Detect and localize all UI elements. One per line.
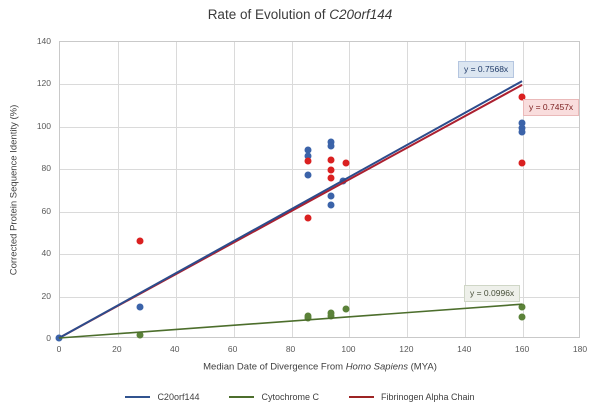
legend-item-label: Fibrinogen Alpha Chain (380, 392, 475, 402)
legend-line-swatch (229, 396, 255, 398)
data-point-cytochrome-c (327, 312, 335, 320)
chart-title-gene-name: C20orf144 (329, 7, 393, 22)
y-tick-label: 80 (41, 163, 51, 174)
data-point-fibrinogen-alpha-chain (304, 157, 312, 165)
legend: C20orf144 Cytochrome C Fibrinogen Alpha Ch… (0, 389, 600, 405)
trendline-equation-label: y = 0.7457x (523, 99, 580, 116)
x-tick-label: 20 (112, 344, 122, 354)
data-point-c20orf144 (327, 142, 335, 150)
x-tick-label: 80 (285, 344, 296, 354)
horizontal-gridline (60, 211, 579, 213)
horizontal-gridline (60, 169, 579, 171)
y-tick-label: 100 (36, 120, 51, 131)
vertical-gridline (233, 42, 235, 337)
y-tick-label: 140 (36, 36, 51, 46)
x-tick-label: 120 (399, 344, 414, 354)
data-point-c20orf144 (339, 177, 347, 185)
y-tick-label: 20 (41, 290, 51, 301)
x-tick-label: 0 (56, 344, 62, 354)
legend-line-swatch (125, 396, 151, 398)
horizontal-gridline (60, 84, 579, 86)
legend-item-label: Cytochrome C (261, 392, 319, 402)
y-tick-label: 0 (46, 333, 51, 343)
data-point-cytochrome-c (342, 305, 350, 313)
data-point-cytochrome-c (304, 314, 312, 322)
horizontal-gridline (60, 254, 579, 256)
vertical-gridline (117, 42, 119, 337)
data-point-c20orf144 (55, 334, 63, 342)
y-axis-title: Corrected Protein Sequence Identity (%) (8, 104, 20, 276)
data-point-cytochrome-c (518, 303, 526, 311)
data-point-fibrinogen-alpha-chain (136, 237, 144, 245)
trendline-equation-label: y = 0.7568x (458, 61, 515, 78)
data-point-c20orf144 (518, 128, 526, 136)
data-point-c20orf144 (327, 192, 335, 200)
data-point-c20orf144 (304, 171, 312, 179)
horizontal-gridline (60, 126, 579, 128)
x-tick-label: 180 (572, 344, 588, 354)
data-point-fibrinogen-alpha-chain (304, 214, 312, 222)
x-tick-label: 40 (170, 344, 180, 354)
vertical-gridline (407, 42, 409, 337)
data-point-fibrinogen-alpha-chain (327, 156, 335, 164)
legend-item-cytochrome-c: Cytochrome C (229, 392, 319, 402)
x-axis-title: Median Date of Divergence From Homo Sapi… (203, 361, 437, 373)
vertical-gridline (175, 42, 177, 337)
y-tick-label: 40 (41, 248, 51, 259)
data-point-fibrinogen-alpha-chain (327, 166, 335, 174)
chart-title: Rate of Evolution of C20orf144 (0, 7, 600, 22)
vertical-gridline (349, 42, 351, 337)
x-tick-label: 160 (515, 344, 530, 354)
data-point-fibrinogen-alpha-chain (518, 159, 526, 167)
y-tick-label: 60 (41, 205, 51, 216)
vertical-gridline (291, 42, 293, 337)
data-point-cytochrome-c (136, 331, 144, 339)
chart-title-text: Rate of Evolution of (207, 7, 330, 22)
y-tick-label: 120 (36, 78, 51, 89)
x-tick-label: 140 (457, 344, 472, 354)
data-point-cytochrome-c (518, 313, 526, 321)
trendline-equation-label: y = 0.0996x (464, 285, 521, 302)
legend-line-swatch (348, 396, 374, 398)
legend-item-label: C20orf144 (157, 392, 200, 402)
x-tick-label: 60 (227, 344, 238, 354)
vertical-gridline (523, 42, 525, 337)
data-point-c20orf144 (136, 303, 144, 311)
legend-item-fibrinogen-alpha-chain: Fibrinogen Alpha Chain (348, 392, 475, 402)
x-tick-label: 100 (341, 344, 356, 354)
legend-item-c20orf144: C20orf144 (125, 392, 199, 402)
data-point-fibrinogen-alpha-chain (327, 174, 335, 182)
data-point-c20orf144 (327, 201, 335, 209)
data-point-fibrinogen-alpha-chain (342, 159, 350, 167)
